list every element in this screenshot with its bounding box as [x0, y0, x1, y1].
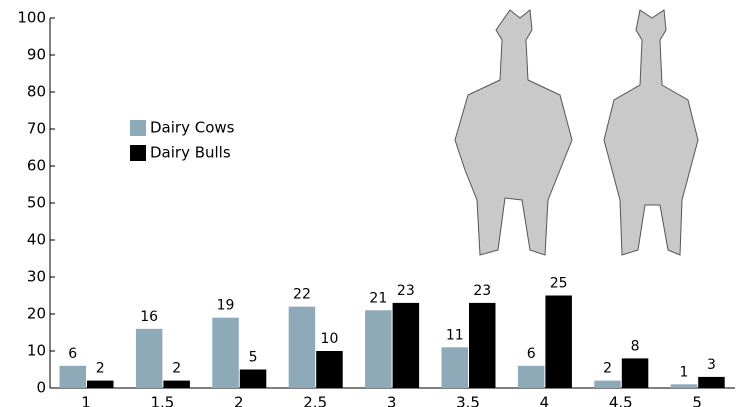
x-tick-label: 1	[81, 394, 91, 407]
bar	[163, 381, 190, 388]
data-label: 25	[550, 276, 568, 292]
data-label: 2	[96, 361, 105, 377]
bar	[212, 318, 239, 388]
data-label: 19	[217, 298, 235, 314]
data-label: 1	[679, 364, 688, 380]
y-tick-label: 40	[27, 231, 46, 249]
bar	[671, 384, 698, 388]
data-label: 16	[140, 309, 158, 325]
bar	[545, 296, 572, 389]
y-tick-label: 50	[27, 194, 46, 212]
data-label: 6	[527, 346, 536, 362]
y-tick-label: 90	[27, 46, 46, 64]
legend-swatch	[130, 145, 146, 161]
bar	[316, 351, 343, 388]
data-label: 2	[603, 361, 612, 377]
data-label: 2	[172, 361, 181, 377]
bar	[698, 377, 725, 388]
data-label: 6	[68, 346, 77, 362]
bar	[442, 347, 469, 388]
x-tick-label: 1.5	[150, 394, 174, 407]
bar	[594, 381, 621, 388]
legend-label: Dairy Bulls	[150, 144, 231, 162]
y-tick-label: 70	[27, 120, 46, 138]
x-tick-label: 4.5	[609, 394, 633, 407]
legend-swatch	[130, 120, 146, 136]
x-tick-label: 4	[540, 394, 550, 407]
x-tick-label: 2.5	[303, 394, 327, 407]
bar	[87, 381, 114, 388]
cow-rear-left	[455, 10, 572, 255]
data-label: 3	[707, 357, 716, 373]
legend-label: Dairy Cows	[150, 119, 235, 137]
data-label: 23	[473, 283, 491, 299]
data-label: 22	[293, 287, 311, 303]
cow-rear-right	[604, 10, 698, 255]
data-label: 11	[446, 327, 464, 343]
y-tick-label: 30	[27, 268, 46, 286]
y-tick-label: 10	[27, 342, 46, 360]
bar	[622, 358, 649, 388]
data-label: 23	[397, 283, 415, 299]
bar	[365, 310, 392, 388]
y-tick-label: 0	[36, 379, 46, 397]
data-label: 5	[249, 350, 258, 366]
cow-illustrations	[455, 10, 698, 255]
data-label: 10	[321, 331, 339, 347]
x-tick-label: 3	[387, 394, 397, 407]
y-tick-label: 100	[17, 9, 46, 27]
chart: Dairy Cows Dairy Bulls 0 10 20 30 40 50 60 70 80 9…	[0, 0, 743, 407]
bar	[289, 307, 316, 388]
data-label: 8	[631, 338, 640, 354]
x-tick-label: 5	[692, 394, 702, 407]
y-tick-label: 20	[27, 305, 46, 323]
legend: Dairy Cows Dairy Bulls	[130, 119, 235, 162]
bar	[518, 366, 545, 388]
bar	[240, 370, 266, 389]
y-tick-label: 60	[27, 157, 46, 175]
bar	[393, 303, 420, 388]
y-tick-label: 80	[27, 83, 46, 101]
bar	[136, 329, 163, 388]
bar	[60, 366, 87, 388]
data-label: 21	[369, 290, 387, 306]
x-tick-label: 3.5	[456, 394, 480, 407]
bar	[469, 303, 496, 388]
x-tick-label: 2	[234, 394, 244, 407]
